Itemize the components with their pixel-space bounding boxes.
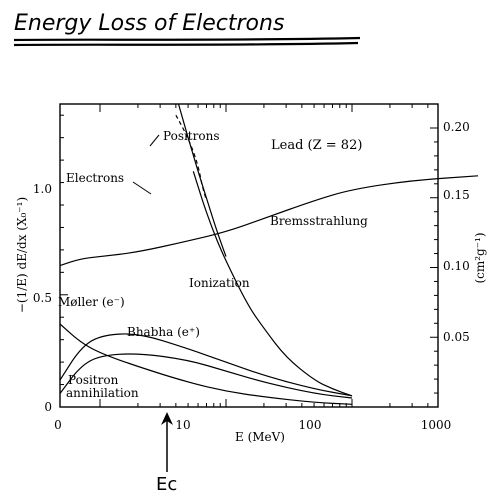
ec-label: Ec: [156, 474, 177, 493]
y-axis-title-left: −(1/E) dE/dx (X₀⁻¹): [15, 197, 29, 313]
label-bremsstrahlung: Bremsstrahlung: [270, 214, 368, 228]
y-tick-label-1-0: 1.0: [33, 182, 52, 196]
label-lead: Lead (Z = 82): [271, 138, 362, 153]
x-tick-label-100: 100: [299, 418, 322, 432]
series-line-ionization: [192, 171, 353, 397]
series-line-bhabha: [59, 353, 353, 399]
y-tick-label-0-5: 0.5: [33, 291, 52, 305]
handwritten-title: Energy Loss of Electrons: [14, 11, 284, 36]
x-axis-title: E (MeV): [235, 430, 285, 444]
right-tick-label-0-15: 0.15: [443, 188, 470, 202]
leader-positrons: [149, 134, 160, 147]
right-tick-label-0-10: 0.10: [443, 259, 470, 273]
series-line-bremsstrahlung: [59, 175, 479, 267]
label-bhabha: Bhabha (e⁺): [127, 325, 200, 339]
label-moller: Møller (e⁻): [58, 295, 125, 309]
title-underline-1: [13, 36, 361, 42]
right-tick-label-0-05: 0.05: [443, 330, 470, 344]
series-line-electrons: [177, 103, 227, 257]
label-positrons: Positrons: [163, 129, 219, 143]
x-tick-label-0: 0: [54, 418, 62, 432]
series-line-positron-annihilation: [59, 323, 353, 405]
series-line-positrons: [175, 114, 208, 201]
series-line-moller: [59, 333, 353, 397]
ec-arrow-head: [161, 412, 173, 425]
label-electrons: Electrons: [66, 171, 124, 185]
tick-marks: [60, 104, 438, 408]
right-tick-label-0-20: 0.20: [443, 120, 470, 134]
label-ionization: Ionization: [189, 276, 250, 290]
leader-electrons: [132, 181, 152, 195]
x-tick-label-10: 10: [175, 418, 190, 432]
label-annihilation: annihilation: [66, 386, 139, 400]
title-underline-2: [13, 41, 359, 47]
x-tick-label-1000: 1000: [421, 418, 452, 432]
label-positron: Positron: [68, 373, 119, 387]
y-axis-title-right: (cm²g⁻¹): [473, 232, 487, 283]
y-tick-label-0: 0: [44, 400, 52, 414]
plot-frame: [59, 103, 439, 408]
